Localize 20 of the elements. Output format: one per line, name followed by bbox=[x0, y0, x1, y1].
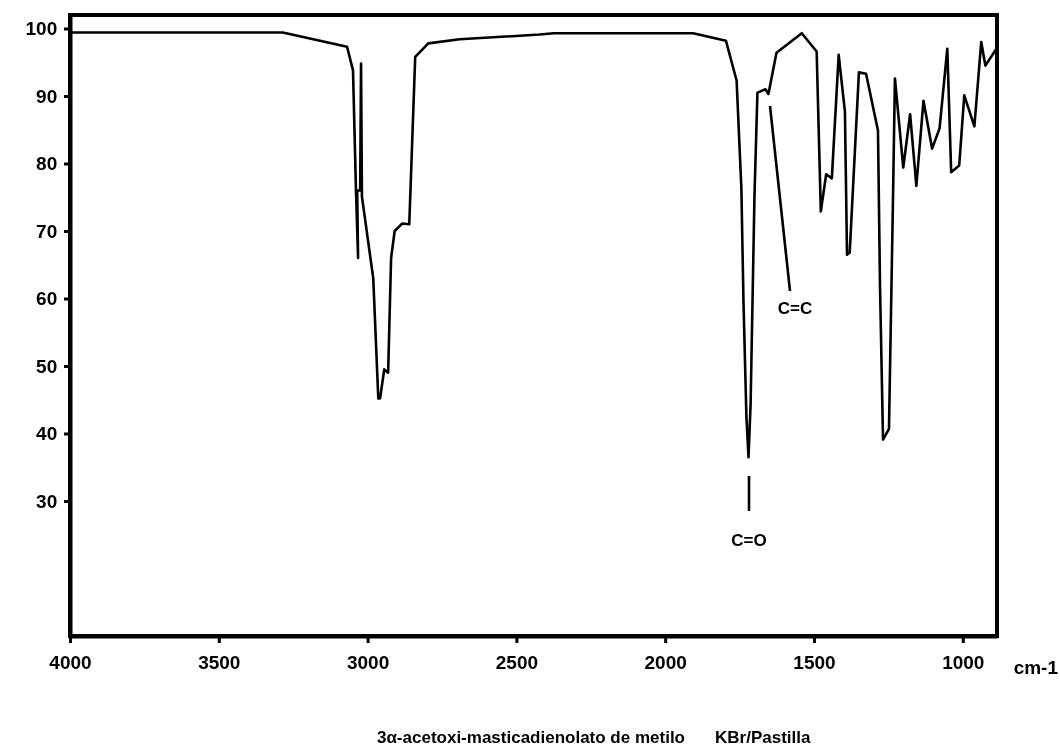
y-tick-label: 30 bbox=[36, 490, 58, 512]
y-tick-label: 80 bbox=[36, 153, 58, 175]
y-tick-label: 40 bbox=[36, 423, 58, 445]
text: KBr/Pastilla bbox=[715, 728, 811, 747]
x-tick-label: 2000 bbox=[644, 651, 687, 673]
x-axis-title: cm-1 bbox=[1013, 657, 1059, 678]
x-tick-label: 3500 bbox=[198, 651, 241, 673]
y-tick-label: 100 bbox=[25, 18, 58, 40]
annotation: C=O bbox=[731, 531, 767, 550]
x-tick-label: 2500 bbox=[495, 651, 539, 673]
text: 3α-acetoxi-masticadienolato de metilo bbox=[376, 728, 685, 747]
y-tick-label: 90 bbox=[36, 85, 58, 107]
x-tick-label: 3000 bbox=[346, 651, 390, 673]
x-tick-label: 1500 bbox=[793, 651, 836, 673]
y-tick-label: 50 bbox=[36, 355, 58, 377]
annotation: C=C bbox=[777, 299, 813, 318]
y-tick-label: 70 bbox=[36, 220, 58, 242]
x-tick-label: 1000 bbox=[942, 651, 985, 673]
x-tick-label: 4000 bbox=[49, 651, 92, 673]
y-tick-label: 60 bbox=[36, 288, 58, 310]
